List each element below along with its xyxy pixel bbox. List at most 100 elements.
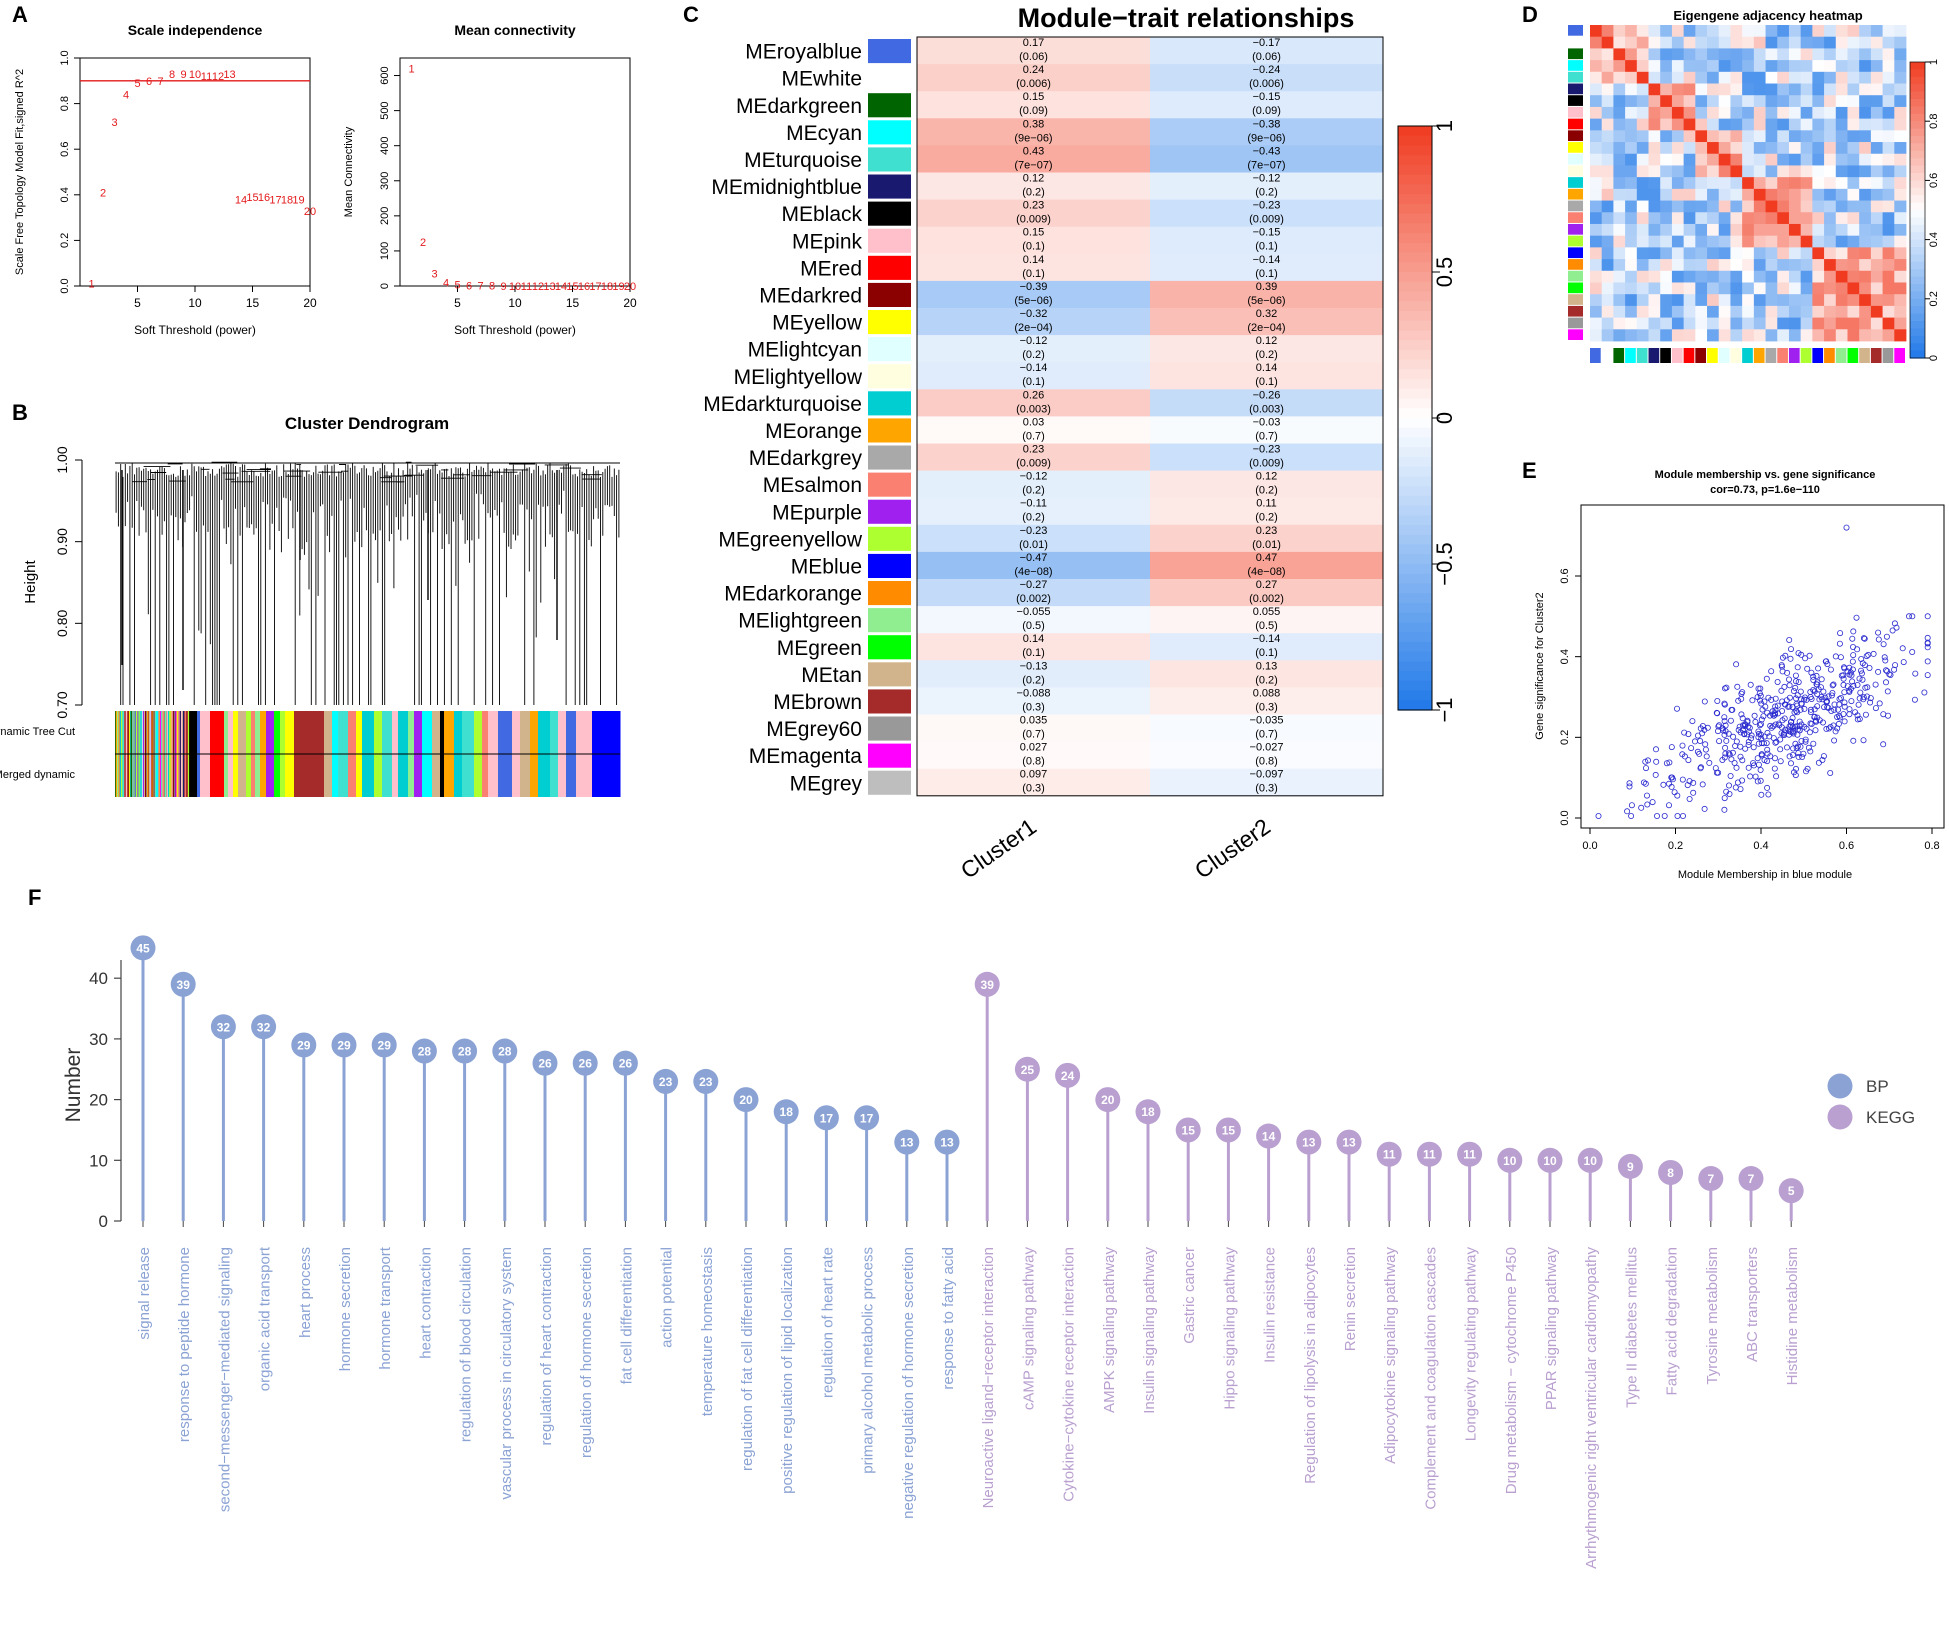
chart-title: Mean connectivity (454, 22, 576, 38)
heatmap-cell (1800, 130, 1813, 143)
correlation-value: −0.47 (1020, 552, 1048, 564)
scatter-point (1701, 698, 1708, 705)
point-label: 18 (281, 194, 293, 206)
lollipop-value: 13 (940, 1136, 954, 1150)
heatmap-cell (1882, 130, 1895, 143)
heatmap-cell (1765, 83, 1778, 96)
scatter-point (1909, 649, 1916, 656)
category-label: Cytokine−cytokine receptor interaction (1061, 1247, 1078, 1502)
point-label: 7 (157, 76, 163, 88)
heatmap-cell (1894, 200, 1907, 213)
p-value: (0.7) (1022, 729, 1045, 741)
heatmap-cell (1870, 270, 1883, 283)
module-color-column (1742, 348, 1753, 363)
heatmap-cell (1847, 118, 1860, 131)
heatmap-cell (1718, 71, 1731, 84)
module-color-row (1568, 317, 1583, 329)
p-value: (0.003) (1016, 403, 1051, 415)
heatmap-cell (1870, 235, 1883, 248)
heatmap-cell (1730, 165, 1743, 178)
colorbar-tick-label: −0.5 (1432, 542, 1457, 585)
scatter-point (1745, 738, 1752, 745)
heatmap-cell (1613, 118, 1626, 131)
scatter-point (1696, 750, 1703, 757)
heatmap-cell (1824, 142, 1837, 155)
heatmap-cell (1800, 95, 1813, 108)
colorbar-step (1398, 544, 1432, 555)
scatter-point (1867, 695, 1874, 702)
heatmap-cell (1824, 36, 1837, 49)
colorbar-step (1398, 272, 1432, 283)
heatmap-cell (1824, 259, 1837, 272)
scatter-point (1848, 698, 1855, 705)
colorbar-step (1398, 573, 1432, 585)
module-color-column (1695, 348, 1707, 363)
module-label: MEred (800, 257, 862, 280)
point-label: 3 (431, 269, 437, 281)
scatter-point (1668, 783, 1675, 790)
p-value: (0.3) (1255, 701, 1278, 713)
colorbar-step (1398, 359, 1432, 370)
heatmap-cell (1870, 106, 1883, 120)
heatmap-cell (1718, 282, 1731, 295)
heatmap-cell (1847, 294, 1860, 307)
scatter-point (1764, 709, 1771, 716)
scatter-point (1836, 701, 1843, 708)
scatter-point (1854, 682, 1861, 689)
heatmap-cell (1800, 25, 1813, 38)
scatter-point (1773, 773, 1780, 780)
scatter-point (1688, 745, 1695, 752)
colorbar-tick-label: 0 (1432, 412, 1457, 424)
heatmap-cell (1660, 259, 1673, 272)
heatmap-cell (1812, 235, 1825, 248)
heatmap-cell (1730, 130, 1743, 143)
scatter-point (1739, 715, 1746, 722)
category-label: Histidine metabolism (1784, 1247, 1801, 1385)
scatter-point (1788, 646, 1795, 653)
y-tick-label: 0.2 (1559, 730, 1571, 745)
heatmap-cell (1730, 317, 1743, 330)
heatmap-cell (1859, 71, 1872, 84)
heatmap-cell (1683, 130, 1696, 143)
correlation-value: 0.088 (1253, 687, 1281, 699)
scatter-point (1841, 699, 1848, 706)
heatmap-cell (1777, 83, 1790, 96)
correlation-value: 0.43 (1023, 145, 1044, 157)
scatter-point (1850, 652, 1857, 659)
scatter-point (1721, 754, 1728, 761)
heatmap-cell (1683, 223, 1696, 237)
heatmap-cell (1753, 200, 1766, 213)
module-label: MEdarkorange (724, 583, 862, 606)
heatmap-cell (1590, 36, 1603, 49)
scatter-point (1900, 659, 1907, 666)
correlation-value: −0.23 (1253, 444, 1281, 456)
heatmap-cell (917, 497, 1150, 526)
lollipop-value: 7 (1748, 1172, 1755, 1186)
heatmap-cell (1742, 188, 1755, 201)
colorbar-step (1398, 281, 1432, 293)
heatmap-cell (1847, 212, 1860, 225)
heatmap-cell (1800, 200, 1813, 213)
heatmap-cell (1882, 60, 1895, 73)
scatter-point (1626, 780, 1633, 787)
heatmap-cell (1870, 165, 1883, 178)
scatter-point (1860, 737, 1867, 744)
heatmap-cell (1812, 188, 1825, 201)
correlation-value: 0.27 (1256, 579, 1277, 591)
heatmap-cell (1894, 294, 1907, 307)
heatmap-cell (1683, 282, 1696, 295)
scatter-point (1690, 789, 1697, 796)
heatmap-cell (1882, 118, 1895, 131)
scatter-point (1766, 733, 1773, 740)
heatmap-cell (1150, 362, 1383, 390)
point-label: 5 (134, 78, 140, 90)
scatter-point (1732, 784, 1739, 791)
heatmap-cell (1859, 188, 1872, 201)
colorbar-step (1398, 466, 1432, 477)
heatmap-cell (1882, 200, 1895, 213)
heatmap-cell (1707, 247, 1720, 260)
scatter-point (1739, 777, 1746, 784)
module-color-swatch (868, 201, 911, 226)
scatter-point (1844, 683, 1851, 690)
heatmap-cell (1730, 95, 1743, 108)
